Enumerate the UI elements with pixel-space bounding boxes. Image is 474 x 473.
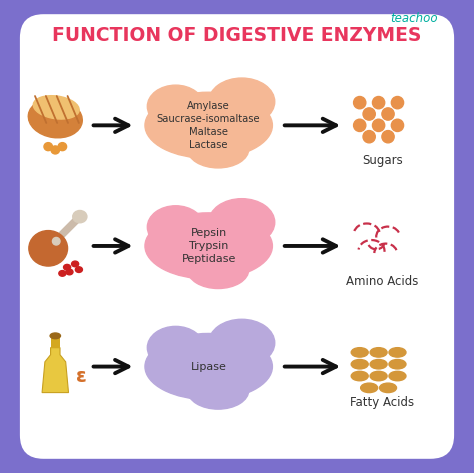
Ellipse shape — [354, 119, 366, 131]
Polygon shape — [42, 348, 69, 393]
Ellipse shape — [380, 383, 397, 393]
Ellipse shape — [187, 251, 249, 289]
Ellipse shape — [351, 359, 368, 369]
Ellipse shape — [28, 99, 82, 138]
Text: FUNCTION OF DIGESTIVE ENZYMES: FUNCTION OF DIGESTIVE ENZYMES — [52, 26, 422, 45]
Ellipse shape — [392, 119, 403, 131]
Text: Sugars: Sugars — [362, 154, 403, 167]
Ellipse shape — [370, 371, 387, 381]
Ellipse shape — [53, 237, 60, 245]
Ellipse shape — [382, 131, 394, 143]
Ellipse shape — [145, 213, 273, 279]
Text: teachoo: teachoo — [390, 12, 438, 26]
Ellipse shape — [209, 199, 275, 246]
Text: Pepsin
Trypsin
Peptidase: Pepsin Trypsin Peptidase — [182, 228, 236, 264]
Text: Amino Acids: Amino Acids — [346, 275, 419, 288]
Text: Amylase
Saucrase-isomaltase
Maltase
Lactase: Amylase Saucrase-isomaltase Maltase Lact… — [157, 101, 261, 150]
Ellipse shape — [373, 119, 385, 131]
Ellipse shape — [187, 130, 249, 168]
Ellipse shape — [389, 359, 406, 369]
Ellipse shape — [147, 326, 204, 369]
Ellipse shape — [382, 108, 394, 120]
Ellipse shape — [75, 267, 82, 272]
Ellipse shape — [363, 131, 375, 143]
Ellipse shape — [370, 359, 387, 369]
Ellipse shape — [66, 269, 73, 275]
Ellipse shape — [363, 108, 375, 120]
Ellipse shape — [73, 210, 87, 223]
Ellipse shape — [58, 143, 67, 151]
Text: Lipase: Lipase — [191, 361, 227, 372]
Ellipse shape — [147, 85, 204, 128]
Polygon shape — [51, 338, 60, 348]
Ellipse shape — [354, 96, 366, 109]
Ellipse shape — [361, 383, 378, 393]
Ellipse shape — [370, 348, 387, 357]
Ellipse shape — [147, 206, 204, 248]
Ellipse shape — [145, 333, 273, 400]
Ellipse shape — [373, 96, 385, 109]
Text: Fatty Acids: Fatty Acids — [350, 395, 414, 409]
Ellipse shape — [145, 92, 273, 158]
Ellipse shape — [29, 231, 68, 266]
Ellipse shape — [72, 261, 79, 267]
Ellipse shape — [44, 143, 53, 151]
Text: ε: ε — [76, 367, 87, 385]
Ellipse shape — [209, 319, 275, 367]
Ellipse shape — [351, 371, 368, 381]
Ellipse shape — [351, 348, 368, 357]
Ellipse shape — [209, 78, 275, 125]
Ellipse shape — [392, 96, 403, 109]
Ellipse shape — [51, 146, 60, 154]
Ellipse shape — [389, 348, 406, 357]
FancyBboxPatch shape — [20, 14, 454, 459]
Ellipse shape — [389, 371, 406, 381]
Ellipse shape — [64, 264, 71, 270]
Ellipse shape — [50, 333, 61, 339]
Ellipse shape — [33, 96, 79, 119]
Ellipse shape — [187, 371, 249, 409]
Ellipse shape — [59, 271, 66, 276]
